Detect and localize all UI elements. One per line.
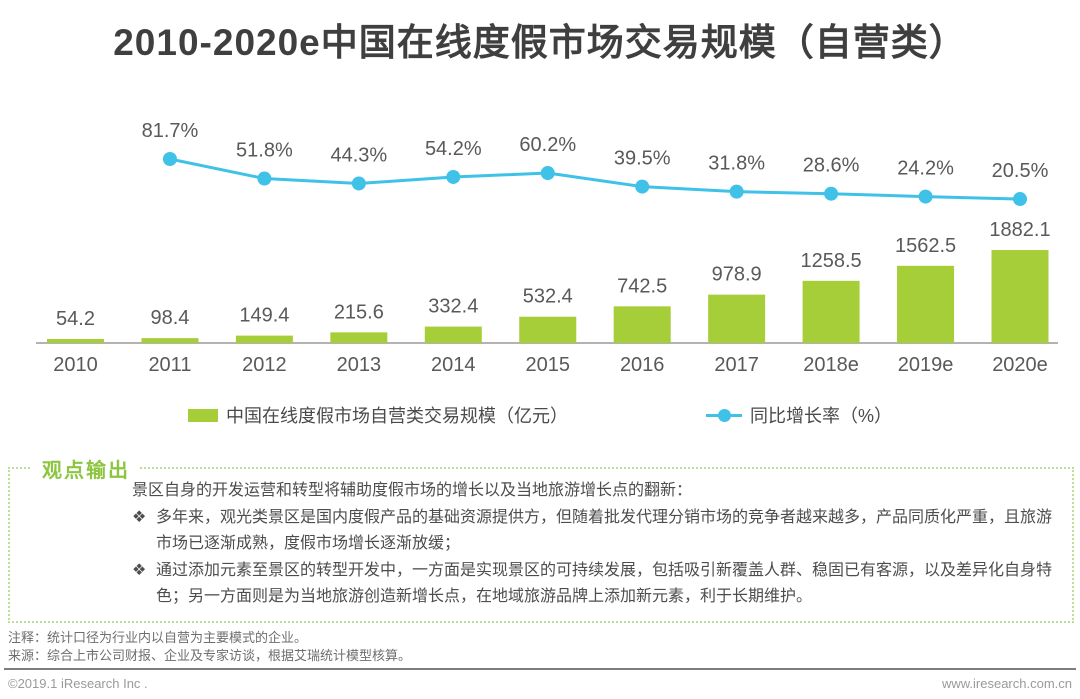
growth-pct-label: 39.5% xyxy=(614,148,671,170)
viewpoint-bullet-text: 通过添加元素至景区的转型开发中，一方面是实现景区的可持续发展，包括吸引新覆盖人群… xyxy=(156,561,1053,606)
viewpoint-bullet-list: ❖ 多年来，观光类景区是国内度假产品的基础资源提供方，但随着批发代理分销市场的竞… xyxy=(126,505,1060,611)
growth-pct-label: 81.7% xyxy=(142,120,199,142)
growth-pct-label: 51.8% xyxy=(236,140,293,162)
x-tick-label: 2020e xyxy=(992,354,1048,376)
bullet-diamond-icon: ❖ xyxy=(132,508,147,526)
bar-2010 xyxy=(47,339,104,343)
x-tick-label: 2011 xyxy=(148,354,191,376)
x-tick-label: 2014 xyxy=(431,354,476,376)
chart-legend: 中国在线度假市场自营类交易规模（亿元） 同比增长率（%） xyxy=(0,402,1080,428)
bar-value-label: 978.9 xyxy=(712,264,762,286)
combo-chart: 54.2 2010 98.4 2011 149.4 2012 215.6 2013 332.4 2… xyxy=(0,100,1080,400)
bar-swatch-icon xyxy=(187,408,218,422)
chart-notes: 注释：统计口径为行业内以自营为主要模式的企业。 来源：综合上市公司财报、企业及专… xyxy=(8,629,411,665)
growth-pct-label: 20.5% xyxy=(992,160,1049,182)
x-tick-label: 2016 xyxy=(620,354,665,376)
bar-value-label: 742.5 xyxy=(617,275,667,297)
line-point xyxy=(635,179,650,194)
growth-pct-label: 24.2% xyxy=(897,158,954,180)
bar-value-label: 1258.5 xyxy=(801,250,862,272)
bar-2017 xyxy=(708,294,766,343)
bar-value-label: 98.4 xyxy=(150,307,189,329)
viewpoint-panel: 观点输出 景区自身的开发运营和转型将辅助度假市场的增长以及当地旅游增长点的翻新：… xyxy=(8,454,1074,623)
bar-2018e xyxy=(802,280,860,343)
legend-line-label: 同比增长率（%） xyxy=(749,406,892,426)
line-point xyxy=(824,186,839,201)
legend-item-bar: 中国在线度假市场自营类交易规模（亿元） xyxy=(187,402,568,428)
growth-pct-label: 54.2% xyxy=(425,138,482,160)
bar-2014 xyxy=(424,326,482,343)
bar-2016 xyxy=(613,306,671,343)
x-tick-label: 2017 xyxy=(714,354,759,376)
growth-pct-label: 28.6% xyxy=(803,155,860,177)
viewpoint-bullet-text: 多年来，观光类景区是国内度假产品的基础资源提供方，但随着批发代理分销市场的竞争者… xyxy=(156,508,1053,553)
x-tick-label: 2019e xyxy=(898,354,954,376)
viewpoint-intro: 景区自身的开发运营和转型将辅助度假市场的增长以及当地旅游增长点的翻新： xyxy=(132,482,693,499)
growth-rate-line xyxy=(169,157,1021,201)
line-point xyxy=(257,171,272,186)
chart-canvas: 54.2 2010 98.4 2011 149.4 2012 215.6 2013 332.4 2… xyxy=(36,120,1058,376)
viewpoint-bullet: ❖ 通过添加元素至景区的转型开发中，一方面是实现景区的可持续发展，包括吸引新覆盖… xyxy=(132,558,1060,611)
bar-2020e xyxy=(991,250,1049,343)
bar-value-label: 149.4 xyxy=(239,305,289,327)
bar-value-label: 1562.5 xyxy=(895,235,956,257)
footer-website[interactable]: www.iresearch.com.cn xyxy=(941,676,1072,691)
bullet-diamond-icon: ❖ xyxy=(132,561,147,579)
bar-2019e xyxy=(897,265,955,343)
bar-value-label: 532.4 xyxy=(523,286,573,308)
growth-pct-label: 44.3% xyxy=(330,144,387,166)
note-definition: 注释：统计口径为行业内以自营为主要模式的企业。 xyxy=(8,630,308,645)
line-point xyxy=(729,184,744,199)
x-tick-label: 2018e xyxy=(803,354,859,376)
x-tick-label: 2015 xyxy=(526,354,571,376)
bar-2015 xyxy=(519,316,577,343)
line-point xyxy=(446,169,461,184)
line-swatch-icon xyxy=(705,408,742,422)
bar-value-label: 215.6 xyxy=(334,301,384,323)
bar-2012 xyxy=(235,335,293,343)
growth-pct-label: 31.8% xyxy=(708,153,765,175)
bar-2011 xyxy=(141,338,199,343)
growth-pct-label: 60.2% xyxy=(519,134,576,156)
bar-value-label: 1882.1 xyxy=(989,219,1050,241)
line-point xyxy=(351,176,366,191)
line-point xyxy=(918,189,933,204)
legend-bar-label: 中国在线度假市场自营类交易规模（亿元） xyxy=(225,406,568,426)
bar-value-label: 54.2 xyxy=(56,308,95,330)
bar-2013 xyxy=(330,332,388,343)
viewpoint-bullet: ❖ 多年来，观光类景区是国内度假产品的基础资源提供方，但随着批发代理分销市场的竞… xyxy=(132,505,1060,558)
bar-value-label: 332.4 xyxy=(428,296,478,318)
line-point xyxy=(162,152,177,166)
page-title: 2010-2020e中国在线度假市场交易规模（自营类） xyxy=(113,22,967,63)
line-point xyxy=(1013,192,1027,207)
line-point xyxy=(540,166,555,181)
footer-copyright: ©2019.1 iResearch Inc . xyxy=(8,676,148,691)
viewpoint-heading: 观点输出 xyxy=(32,454,140,483)
x-tick-label: 2012 xyxy=(242,354,287,376)
x-tick-label: 2013 xyxy=(337,354,382,376)
viewpoint-content: 景区自身的开发运营和转型将辅助度假市场的增长以及当地旅游增长点的翻新： ❖ 多年… xyxy=(126,478,1060,611)
footer-divider xyxy=(4,668,1076,670)
legend-item-line: 同比增长率（%） xyxy=(705,402,892,428)
note-source: 来源：综合上市公司财报、企业及专家访谈，根据艾瑞统计模型核算。 xyxy=(8,648,412,663)
x-tick-label: 2010 xyxy=(53,354,98,376)
